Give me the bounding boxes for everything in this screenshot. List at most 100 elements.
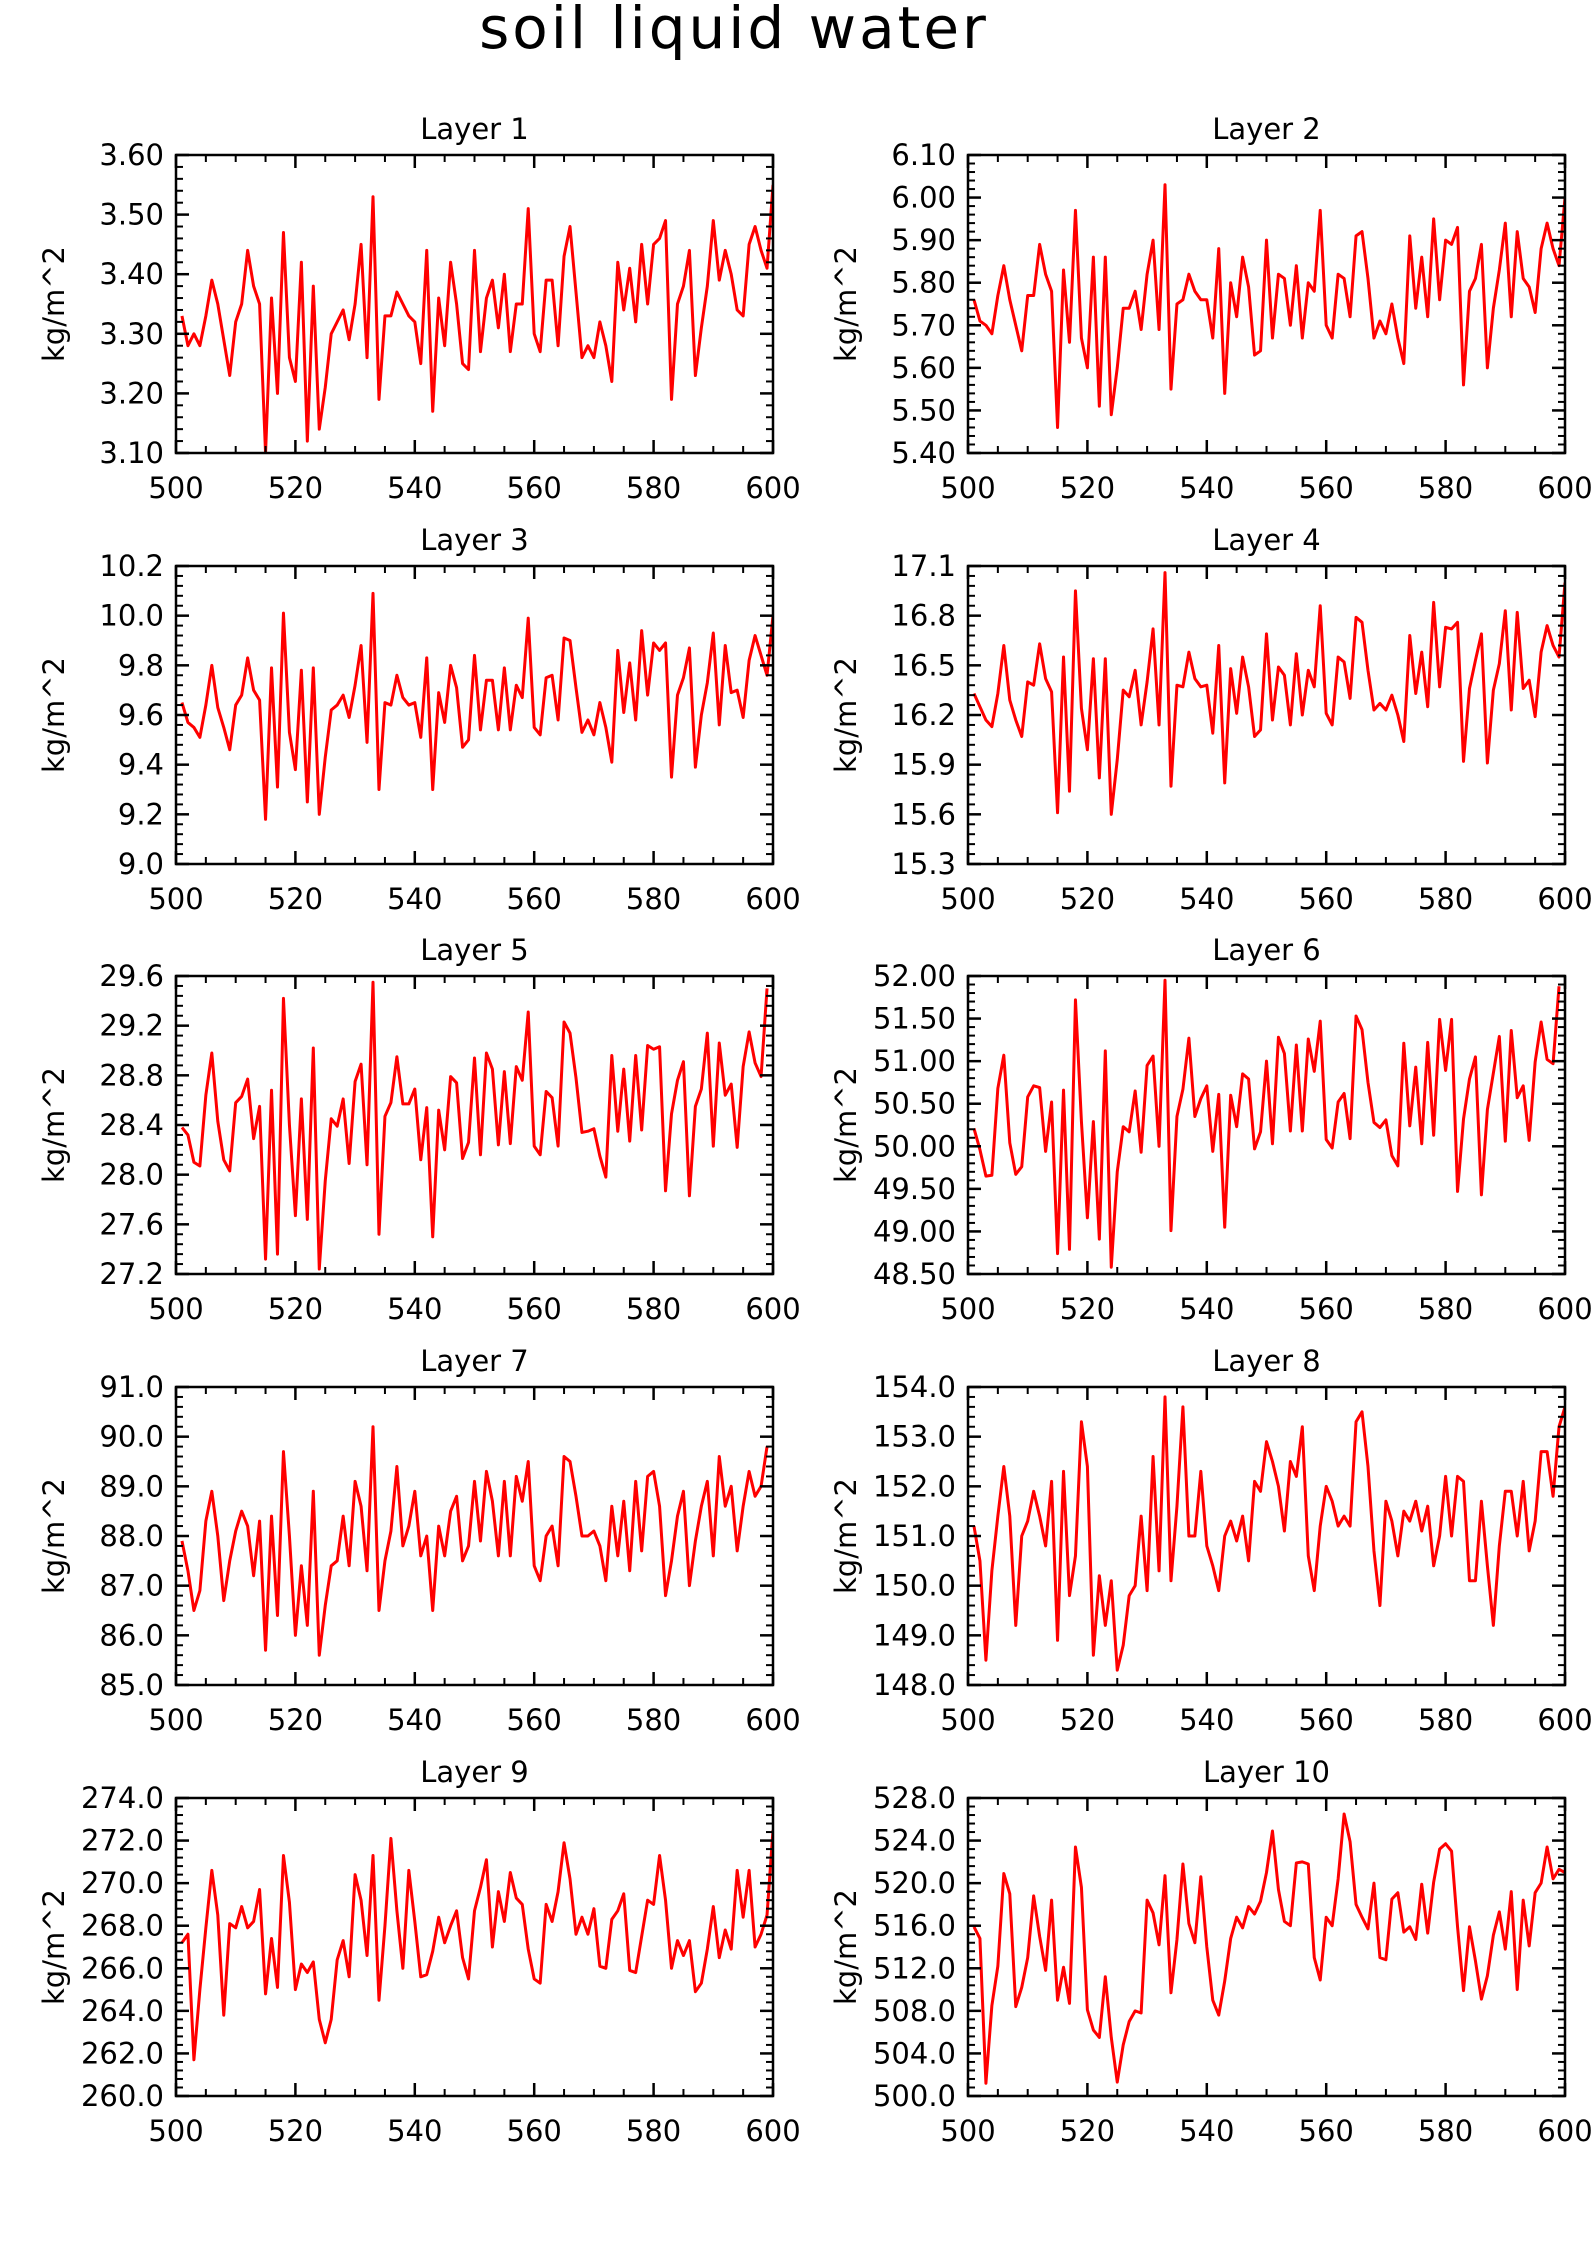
x-tick-label: 580 (1418, 2114, 1473, 2148)
x-tick-label: 560 (1299, 1292, 1354, 1326)
y-tick-label: 528.0 (873, 1781, 956, 1815)
x-tick-label: 520 (268, 471, 323, 505)
y-axis-label: kg/m^2 (829, 1067, 863, 1183)
y-tick-label: 268.0 (81, 1909, 164, 1943)
panel-title: Layer 1 (420, 112, 529, 146)
x-tick-label: 580 (1418, 1703, 1473, 1737)
panel-layer-6: Layer 6 kg/m^2 48.50 49.00 49.50 50.00 50.50 51… (829, 933, 1593, 1326)
y-tick-label: 264.0 (81, 1994, 164, 2028)
y-tick-label: 85.0 (99, 1668, 164, 1702)
y-tick-label: 29.6 (99, 959, 164, 993)
y-tick-label: 27.2 (99, 1257, 164, 1291)
x-tick-label: 500 (940, 1292, 995, 1326)
y-tick-label: 151.0 (873, 1519, 956, 1553)
y-tick-label: 272.0 (81, 1824, 164, 1858)
x-tick-label: 580 (626, 2114, 681, 2148)
x-tick-label: 560 (507, 2114, 562, 2148)
y-tick-label: 3.30 (99, 317, 164, 351)
x-tick-label: 500 (148, 882, 203, 916)
x-tick-label: 600 (745, 2114, 800, 2148)
y-tick-label: 3.50 (99, 198, 164, 232)
series-line (180, 184, 773, 453)
x-tick-label: 540 (1179, 471, 1234, 505)
y-axis-label: kg/m^2 (37, 657, 71, 773)
y-tick-label: 49.50 (873, 1172, 956, 1206)
x-tick-label: 600 (1537, 1703, 1592, 1737)
x-tick-label: 520 (268, 1703, 323, 1737)
y-tick-label: 50.50 (873, 1087, 956, 1121)
panel-title: Layer 6 (1212, 933, 1321, 967)
panels: Layer 1 kg/m^2 3.10 3.20 3.30 3.40 3.50 3.60 500… (37, 112, 1593, 2148)
y-tick-label: 504.0 (873, 2036, 956, 2070)
y-tick-label: 520.0 (873, 1866, 956, 1900)
x-tick-label: 540 (387, 471, 442, 505)
panel-title: Layer 10 (1203, 1755, 1330, 1789)
y-tick-label: 9.0 (118, 847, 164, 881)
y-axis-label: kg/m^2 (829, 657, 863, 773)
y-tick-label: 10.0 (99, 599, 164, 633)
y-tick-label: 3.40 (99, 257, 164, 291)
y-tick-label: 512.0 (873, 1951, 956, 1985)
panel-layer-8: Layer 8 kg/m^2 148.0 149.0 150.0 151.0 152.0 15… (829, 1344, 1593, 1737)
y-axis-label: kg/m^2 (37, 246, 71, 362)
panel-layer-4: Layer 4 kg/m^2 15.3 15.6 15.9 16.2 16.5 16.8 17.… (829, 523, 1593, 916)
panel-layer-2: Layer 2 kg/m^2 5.40 5.50 5.60 5.70 5.80 5.90 6.0… (829, 112, 1593, 505)
panel-title: Layer 5 (420, 933, 529, 967)
x-tick-label: 520 (1060, 1703, 1115, 1737)
x-tick-label: 520 (268, 882, 323, 916)
panel-layer-5: Layer 5 kg/m^2 27.2 27.6 28.0 28.4 28.8 29.2 29.… (37, 933, 801, 1326)
y-tick-label: 48.50 (873, 1257, 956, 1291)
x-tick-label: 540 (387, 2114, 442, 2148)
y-tick-label: 15.9 (891, 748, 956, 782)
y-tick-label: 17.1 (891, 549, 956, 583)
panel-title: Layer 7 (420, 1344, 529, 1378)
x-tick-label: 560 (507, 1703, 562, 1737)
y-tick-label: 51.00 (873, 1044, 956, 1078)
x-tick-label: 600 (745, 882, 800, 916)
y-tick-label: 89.0 (99, 1469, 164, 1503)
y-tick-label: 28.0 (99, 1158, 164, 1192)
y-tick-label: 10.2 (99, 549, 164, 583)
y-tick-label: 29.2 (99, 1009, 164, 1043)
x-tick-label: 540 (387, 1703, 442, 1737)
y-axis-label: kg/m^2 (37, 1889, 71, 2005)
y-tick-label: 86.0 (99, 1618, 164, 1652)
y-tick-label: 148.0 (873, 1668, 956, 1702)
series-line (180, 1829, 773, 2062)
y-tick-label: 28.8 (99, 1058, 164, 1092)
x-tick-label: 500 (940, 1703, 995, 1737)
y-axis-label: kg/m^2 (829, 246, 863, 362)
y-tick-label: 153.0 (873, 1420, 956, 1454)
x-tick-label: 560 (1299, 1703, 1354, 1737)
y-tick-label: 524.0 (873, 1824, 956, 1858)
x-tick-label: 560 (1299, 2114, 1354, 2148)
x-tick-label: 600 (1537, 1292, 1592, 1326)
y-tick-label: 87.0 (99, 1569, 164, 1603)
panel-title: Layer 2 (1212, 112, 1321, 146)
y-tick-label: 5.40 (891, 436, 956, 470)
x-tick-label: 580 (626, 882, 681, 916)
y-tick-label: 5.70 (891, 308, 956, 342)
series-line (180, 980, 769, 1271)
x-tick-label: 500 (940, 882, 995, 916)
y-tick-label: 3.10 (99, 436, 164, 470)
x-tick-label: 500 (148, 471, 203, 505)
y-tick-label: 154.0 (873, 1370, 956, 1404)
panel-title: Layer 3 (420, 523, 529, 557)
x-tick-label: 540 (1179, 1703, 1234, 1737)
y-tick-label: 270.0 (81, 1866, 164, 1900)
panel-layer-9: Layer 9 kg/m^2 260.0 262.0 264.0 266.0 268.0 27… (37, 1755, 801, 2148)
x-tick-label: 600 (745, 471, 800, 505)
y-tick-label: 16.8 (891, 599, 956, 633)
y-tick-label: 3.60 (99, 138, 164, 172)
x-tick-label: 560 (1299, 882, 1354, 916)
y-tick-label: 508.0 (873, 1994, 956, 2028)
x-tick-label: 540 (1179, 1292, 1234, 1326)
y-axis-label: kg/m^2 (37, 1067, 71, 1183)
series-line (972, 1395, 1565, 1672)
x-tick-label: 500 (148, 1292, 203, 1326)
x-tick-label: 560 (507, 882, 562, 916)
y-tick-label: 274.0 (81, 1781, 164, 1815)
panel-layer-1: Layer 1 kg/m^2 3.10 3.20 3.30 3.40 3.50 3.60 500… (37, 112, 801, 505)
